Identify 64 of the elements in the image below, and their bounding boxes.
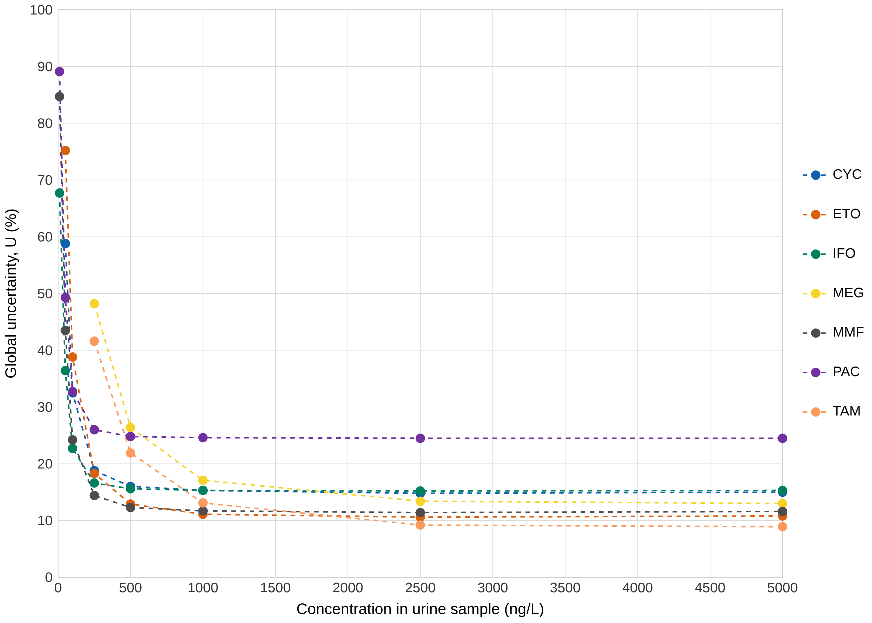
y-tick-label: 70 xyxy=(38,176,52,186)
x-tick-label: 500 xyxy=(120,583,142,593)
x-tick-label: 5000 xyxy=(768,583,798,593)
point xyxy=(126,423,136,433)
point xyxy=(60,146,70,156)
point xyxy=(55,92,65,102)
point xyxy=(90,469,100,479)
point xyxy=(416,520,426,530)
point xyxy=(55,67,65,77)
legend-label: ETO xyxy=(834,209,860,219)
y-axis-title: Global uncertainty, U (%) xyxy=(5,210,20,378)
legend-label: IFO xyxy=(834,248,856,258)
legend-label: TAM xyxy=(833,406,860,416)
y-tick-label: 50 xyxy=(38,289,52,299)
legend-label: MMF xyxy=(834,328,864,338)
point xyxy=(68,436,78,446)
point xyxy=(55,188,65,198)
y-tick-label: 60 xyxy=(38,232,52,242)
x-tick-label: 2500 xyxy=(406,583,436,593)
x-tick-label: 0 xyxy=(55,583,62,593)
point xyxy=(778,507,788,517)
y-tick-label: 40 xyxy=(38,346,52,356)
point xyxy=(60,326,70,336)
y-tick-label: 100 xyxy=(30,5,52,16)
x-tick-label: 3000 xyxy=(478,583,508,593)
point xyxy=(416,434,426,444)
point xyxy=(778,522,788,532)
point xyxy=(90,425,100,435)
x-tick-label: 1000 xyxy=(188,583,218,593)
point xyxy=(126,448,136,458)
x-tick-label: 4000 xyxy=(622,583,653,593)
legend-label: CYC xyxy=(834,170,862,180)
point xyxy=(60,293,70,303)
point xyxy=(90,491,100,501)
x-axis-title: Concentration in urine sample (ng/L) xyxy=(297,603,544,618)
y-tick-label: 90 xyxy=(38,62,52,72)
point xyxy=(778,434,788,444)
point xyxy=(198,506,208,516)
y-tick-label: 0 xyxy=(46,572,52,583)
x-tick-label: 2000 xyxy=(333,583,363,593)
y-tick-label: 80 xyxy=(38,118,52,129)
point xyxy=(198,498,208,508)
point xyxy=(126,432,136,442)
x-tick-label: 1500 xyxy=(261,583,290,593)
point xyxy=(416,508,426,518)
point xyxy=(198,476,208,486)
legend-label: PAC xyxy=(834,366,860,377)
point xyxy=(60,366,70,376)
point xyxy=(90,478,100,488)
y-tick-label: 30 xyxy=(38,402,52,412)
point xyxy=(416,496,426,506)
point xyxy=(90,299,100,309)
legend-label: MEG xyxy=(834,288,864,298)
x-tick-label: 3500 xyxy=(550,583,580,593)
point xyxy=(126,503,136,513)
point xyxy=(60,239,70,249)
x-tick-label: 4500 xyxy=(695,583,726,593)
point xyxy=(68,352,78,362)
point xyxy=(778,499,788,509)
point xyxy=(68,444,78,454)
point xyxy=(90,336,100,346)
point xyxy=(198,433,208,443)
y-tick-label: 10 xyxy=(38,516,52,526)
y-tick-label: 20 xyxy=(38,459,52,470)
